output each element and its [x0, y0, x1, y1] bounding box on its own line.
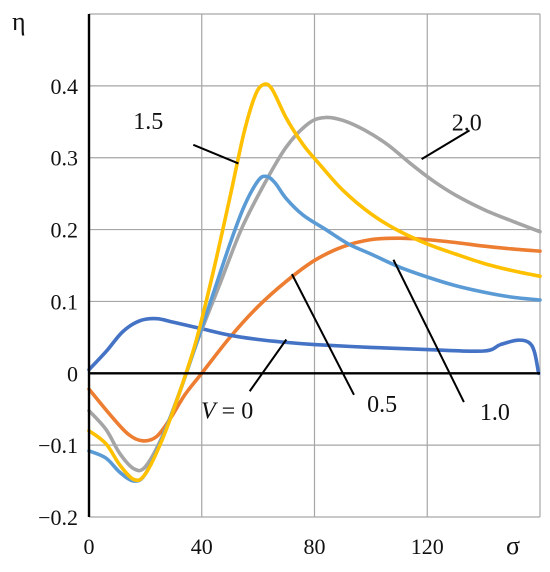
annotation-label: V = 0 — [201, 399, 253, 425]
grid — [89, 13, 541, 518]
annotation-leader-line — [392, 259, 465, 403]
y-tick-label: −0.2 — [38, 505, 78, 530]
y-tick-label: 0.1 — [51, 289, 79, 314]
y-tick-label: 0.3 — [51, 146, 79, 171]
y-axis-title: η — [12, 7, 26, 36]
axes — [87, 14, 540, 517]
y-tick-label: 0.2 — [51, 218, 79, 243]
annotation-leader-line — [192, 143, 239, 165]
annotation-leader-line — [248, 338, 288, 392]
annotations: 1.5 2.0 V = 0 0.5 1.0 — [133, 109, 510, 426]
annotation-label: 1.0 — [480, 400, 510, 426]
annotation-label: 0.5 — [367, 392, 397, 418]
series-line-v-0 — [87, 316, 541, 376]
annotation-leader-line — [421, 129, 471, 161]
x-tick-label: 0 — [84, 534, 95, 559]
annotation-leader-line — [291, 273, 355, 396]
y-tick-label: 0 — [67, 361, 78, 386]
x-tick-labels: 0 40 80 120 — [84, 534, 444, 559]
y-tick-label: −0.1 — [38, 433, 78, 458]
annotation-label: 2.0 — [452, 110, 482, 136]
series-line-2-0 — [87, 115, 542, 473]
x-tick-label: 80 — [304, 534, 326, 559]
annotation-label: 1.5 — [133, 109, 163, 135]
x-tick-label: 40 — [191, 534, 213, 559]
y-tick-label: 0.4 — [51, 74, 79, 99]
series-layer — [87, 82, 542, 483]
series-line-0-5 — [87, 236, 542, 443]
series-line-1-5 — [87, 82, 542, 483]
x-axis-title: σ — [506, 531, 520, 560]
x-tick-label: 120 — [411, 534, 444, 559]
y-tick-labels: −0.2 −0.1 0 0.1 0.2 0.3 0.4 — [38, 74, 78, 530]
